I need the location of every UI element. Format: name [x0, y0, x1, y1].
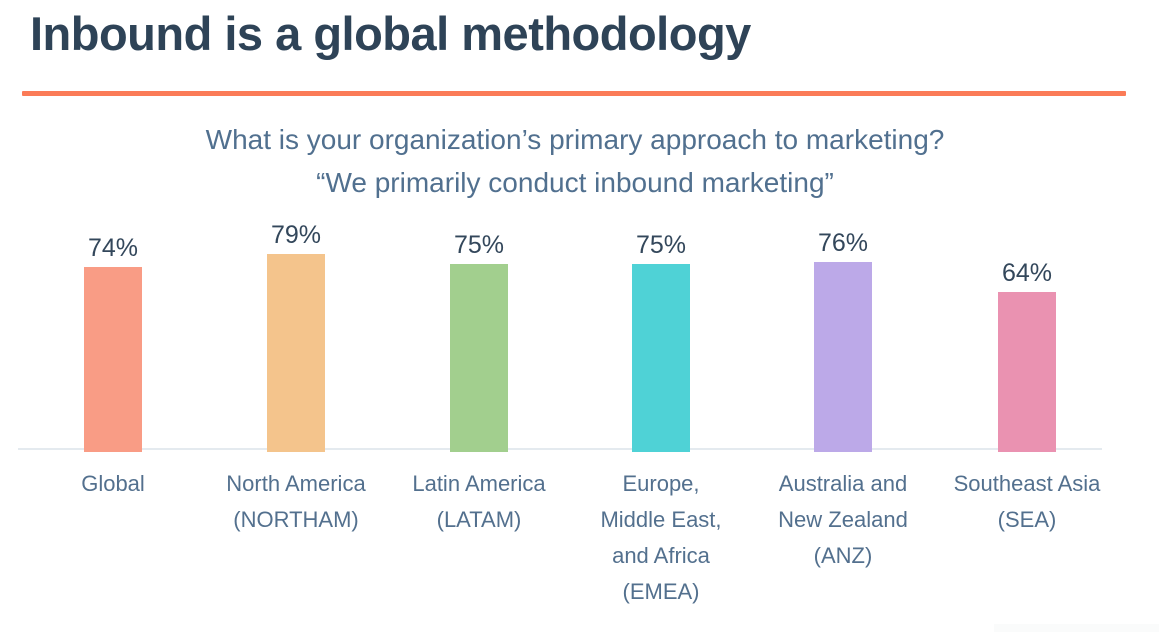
- slide-title: Inbound is a global methodology: [30, 7, 751, 60]
- bar-value-anz: 76%: [817, 229, 869, 257]
- bar-label-global: Global: [81, 471, 145, 496]
- bar-label-sea: Southeast Asia (SEA): [953, 471, 1101, 532]
- bar-value-sea: 64%: [1001, 259, 1053, 287]
- bar-global: [84, 267, 142, 452]
- x-axis-line: [18, 448, 1102, 450]
- chart-question-line2: “We primarily conduct inbound marketing”: [316, 167, 834, 198]
- bar-label-northam: North America (NORTHAM): [226, 471, 366, 532]
- bar-latam: [450, 264, 508, 452]
- bar-value-emea: 75%: [635, 231, 687, 259]
- bar-value-latam: 75%: [453, 231, 505, 259]
- accent-divider: [22, 91, 1126, 96]
- bar-label-latam: Latin America (LATAM): [412, 471, 546, 532]
- bar-value-global: 74%: [87, 234, 139, 262]
- bar-emea: [632, 264, 690, 452]
- footer-strip: [994, 624, 1159, 632]
- bar-value-northam: 79%: [270, 221, 322, 249]
- bar-sea: [998, 292, 1056, 452]
- bar-northam: [267, 254, 325, 452]
- chart-question-line1: What is your organization’s primary appr…: [205, 124, 945, 155]
- bar-label-emea: Europe, Middle East, and Africa (EMEA): [600, 471, 722, 604]
- bar-label-anz: Australia and New Zealand (ANZ): [778, 471, 908, 568]
- bar-anz: [814, 262, 872, 452]
